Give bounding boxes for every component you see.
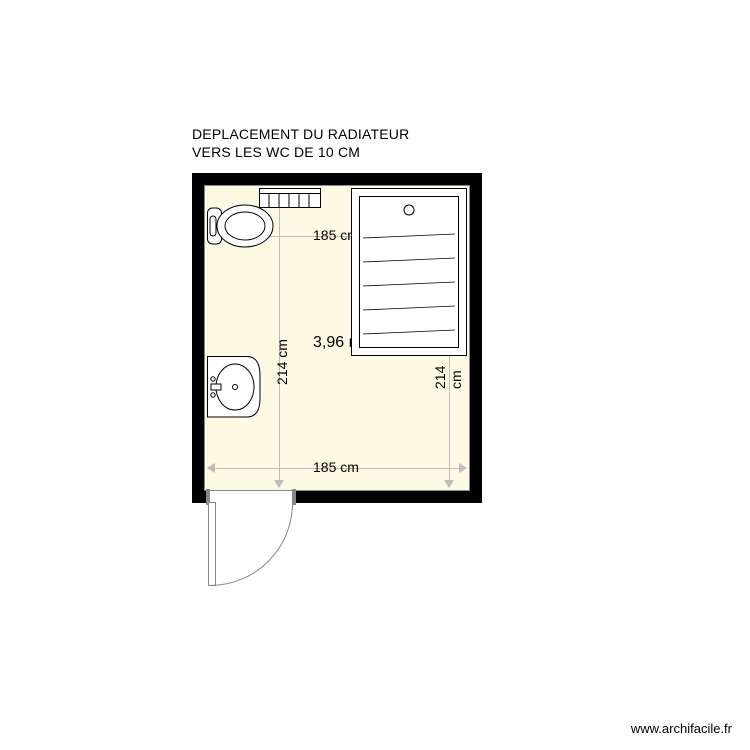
title-line1: DEPLACEMENT DU RADIATEUR xyxy=(192,126,409,142)
dim-width-bottom-tri-l xyxy=(207,463,215,473)
room-outline: 185 cm 185 cm 214 cm 214 cm 3,96 m² xyxy=(192,173,482,503)
toilet-icon xyxy=(207,200,277,252)
floorplan-canvas: DEPLACEMENT DU RADIATEUR VERS LES WC DE … xyxy=(0,0,750,750)
door-opening xyxy=(210,491,292,503)
door-swing-arc xyxy=(210,503,293,586)
dim-height-left-tri-b xyxy=(274,480,284,488)
dim-width-bottom-tri-r xyxy=(459,463,467,473)
title-line2: VERS LES WC DE 10 CM xyxy=(192,144,360,160)
shower-tray-icon xyxy=(351,188,467,356)
plan-title: DEPLACEMENT DU RADIATEUR VERS LES WC DE … xyxy=(192,125,409,161)
dim-width-bottom-label: 185 cm xyxy=(311,459,361,475)
room-floor: 185 cm 185 cm 214 cm 214 cm 3,96 m² xyxy=(204,185,470,491)
dim-height-right-tri-b xyxy=(444,480,454,488)
watermark-link[interactable]: www.archifacile.fr xyxy=(631,721,732,736)
sink-icon xyxy=(207,356,261,418)
dim-height-left-label: 214 cm xyxy=(274,337,290,387)
